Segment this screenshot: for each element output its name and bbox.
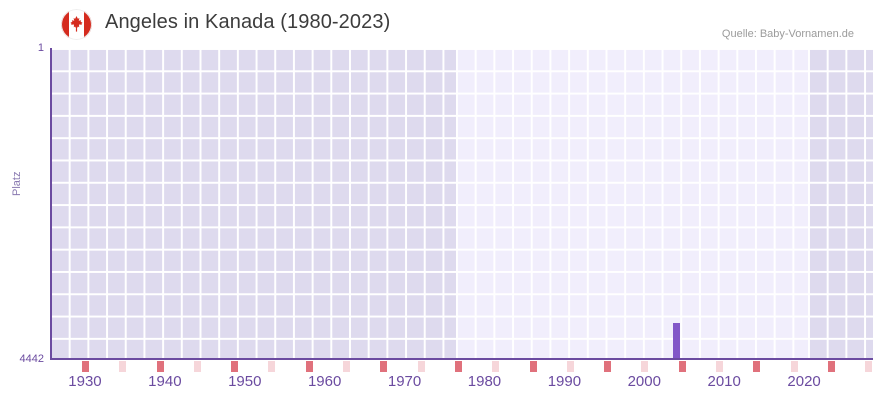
- baseline-marker: [231, 361, 238, 372]
- x-axis-tick-1960: 1960: [307, 373, 342, 390]
- baseline-marker: [753, 361, 760, 372]
- x-axis-line: [50, 358, 873, 360]
- background-band-middle: [456, 48, 808, 360]
- baseline-marker: [343, 361, 350, 372]
- x-axis-tick-1950: 1950: [228, 373, 262, 390]
- baseline-marker: [306, 361, 313, 372]
- plot-area: [50, 48, 873, 360]
- x-axis-tick-1930: 1930: [68, 373, 102, 390]
- baseline-marker: [567, 361, 574, 372]
- baseline-marker: [119, 361, 126, 372]
- baseline-marker: [194, 361, 201, 372]
- canada-flag-icon: [61, 9, 92, 40]
- y-axis-tick-top: 1: [37, 42, 44, 54]
- baseline-marker: [679, 361, 686, 372]
- y-axis-tick-bottom: 4442: [19, 353, 44, 365]
- baseline-marker: [157, 361, 164, 372]
- y-axis-line: [50, 48, 52, 360]
- background-band-early: [50, 48, 456, 360]
- data-bar[interactable]: [673, 322, 681, 358]
- baseline-marker: [641, 361, 648, 372]
- x-axis-tick-1970: 1970: [387, 373, 422, 390]
- x-axis-tick-2010: 2010: [707, 373, 741, 390]
- x-axis-tick-1980: 1980: [467, 373, 502, 390]
- background-band-late: [808, 48, 873, 360]
- baseline-marker: [492, 361, 499, 372]
- plot-background: [50, 48, 873, 360]
- baseline-marker: [418, 361, 425, 372]
- x-axis-tick-2000: 2000: [627, 373, 661, 390]
- baseline-marker: [828, 361, 835, 372]
- x-axis-tick-1990: 1990: [547, 373, 582, 390]
- baseline-marker: [530, 361, 537, 372]
- x-axis-tick-1940: 1940: [148, 373, 182, 390]
- chart-source-label: Quelle: Baby-Vornamen.de: [721, 28, 854, 40]
- baseline-marker: [791, 361, 798, 372]
- baseline-marker: [380, 361, 387, 372]
- x-axis-tick-2020: 2020: [787, 373, 821, 390]
- baseline-marker: [455, 361, 462, 372]
- baseline-marker: [865, 361, 872, 372]
- chart-header: Angeles in Kanada (1980-2023) Quelle: Ba…: [0, 0, 873, 48]
- baseline-marker: [716, 361, 723, 372]
- chart-title: Angeles in Kanada (1980-2023): [105, 11, 391, 33]
- baseline-marker: [82, 361, 89, 372]
- baseline-marker: [268, 361, 275, 372]
- baseline-marker: [604, 361, 611, 372]
- y-axis-title: Platz: [11, 171, 23, 196]
